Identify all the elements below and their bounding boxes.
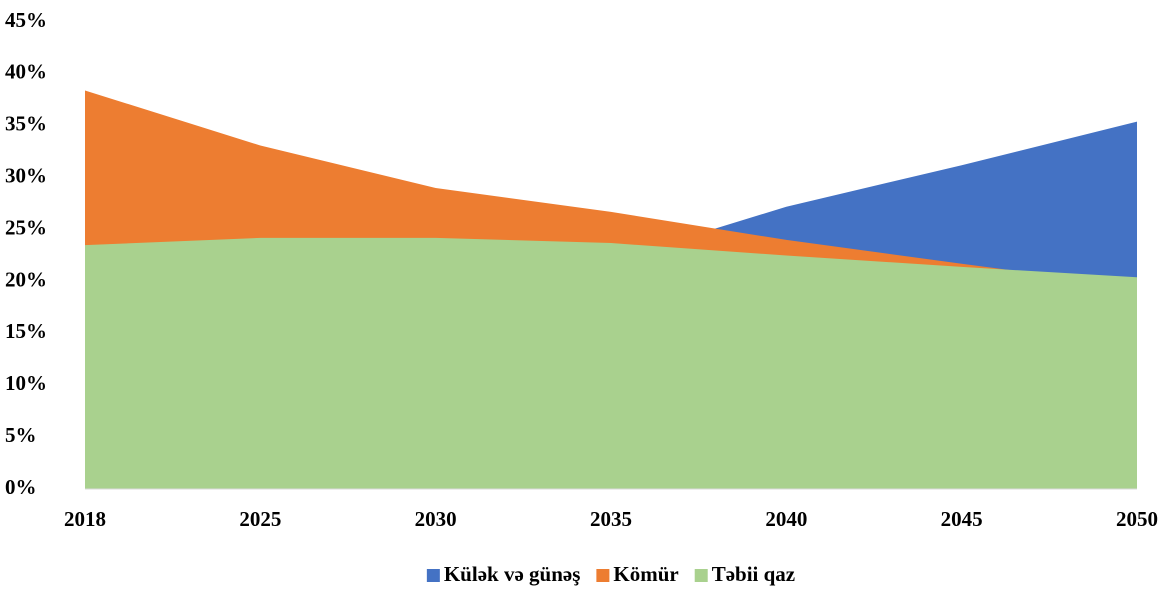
legend-swatch [596,569,610,582]
x-tick-label: 2025 [239,507,281,531]
y-tick-label: 25% [5,215,47,239]
y-tick-label: 30% [5,163,47,187]
x-tick-label: 2018 [64,507,106,531]
y-tick-label: 20% [5,267,47,291]
legend-label: Külək və günəş [444,562,581,586]
y-tick-label: 40% [5,60,47,84]
x-tick-label: 2040 [765,507,807,531]
y-tick-label: 10% [5,371,47,395]
x-tick-label: 2035 [590,507,632,531]
y-tick-label: 5% [5,423,37,447]
x-tick-label: 2030 [415,507,457,531]
x-tick-label: 2050 [1116,507,1158,531]
y-tick-label: 15% [5,319,47,343]
y-tick-label: 35% [5,112,47,136]
legend-swatch [426,569,440,582]
legend-label: Təbii qaz [712,562,795,586]
y-tick-label: 45% [5,8,47,32]
legend-swatch [694,569,708,582]
y-tick-label: 0% [5,475,37,499]
x-tick-label: 2045 [941,507,983,531]
legend-label: Kömür [613,562,678,586]
area [85,237,1137,489]
